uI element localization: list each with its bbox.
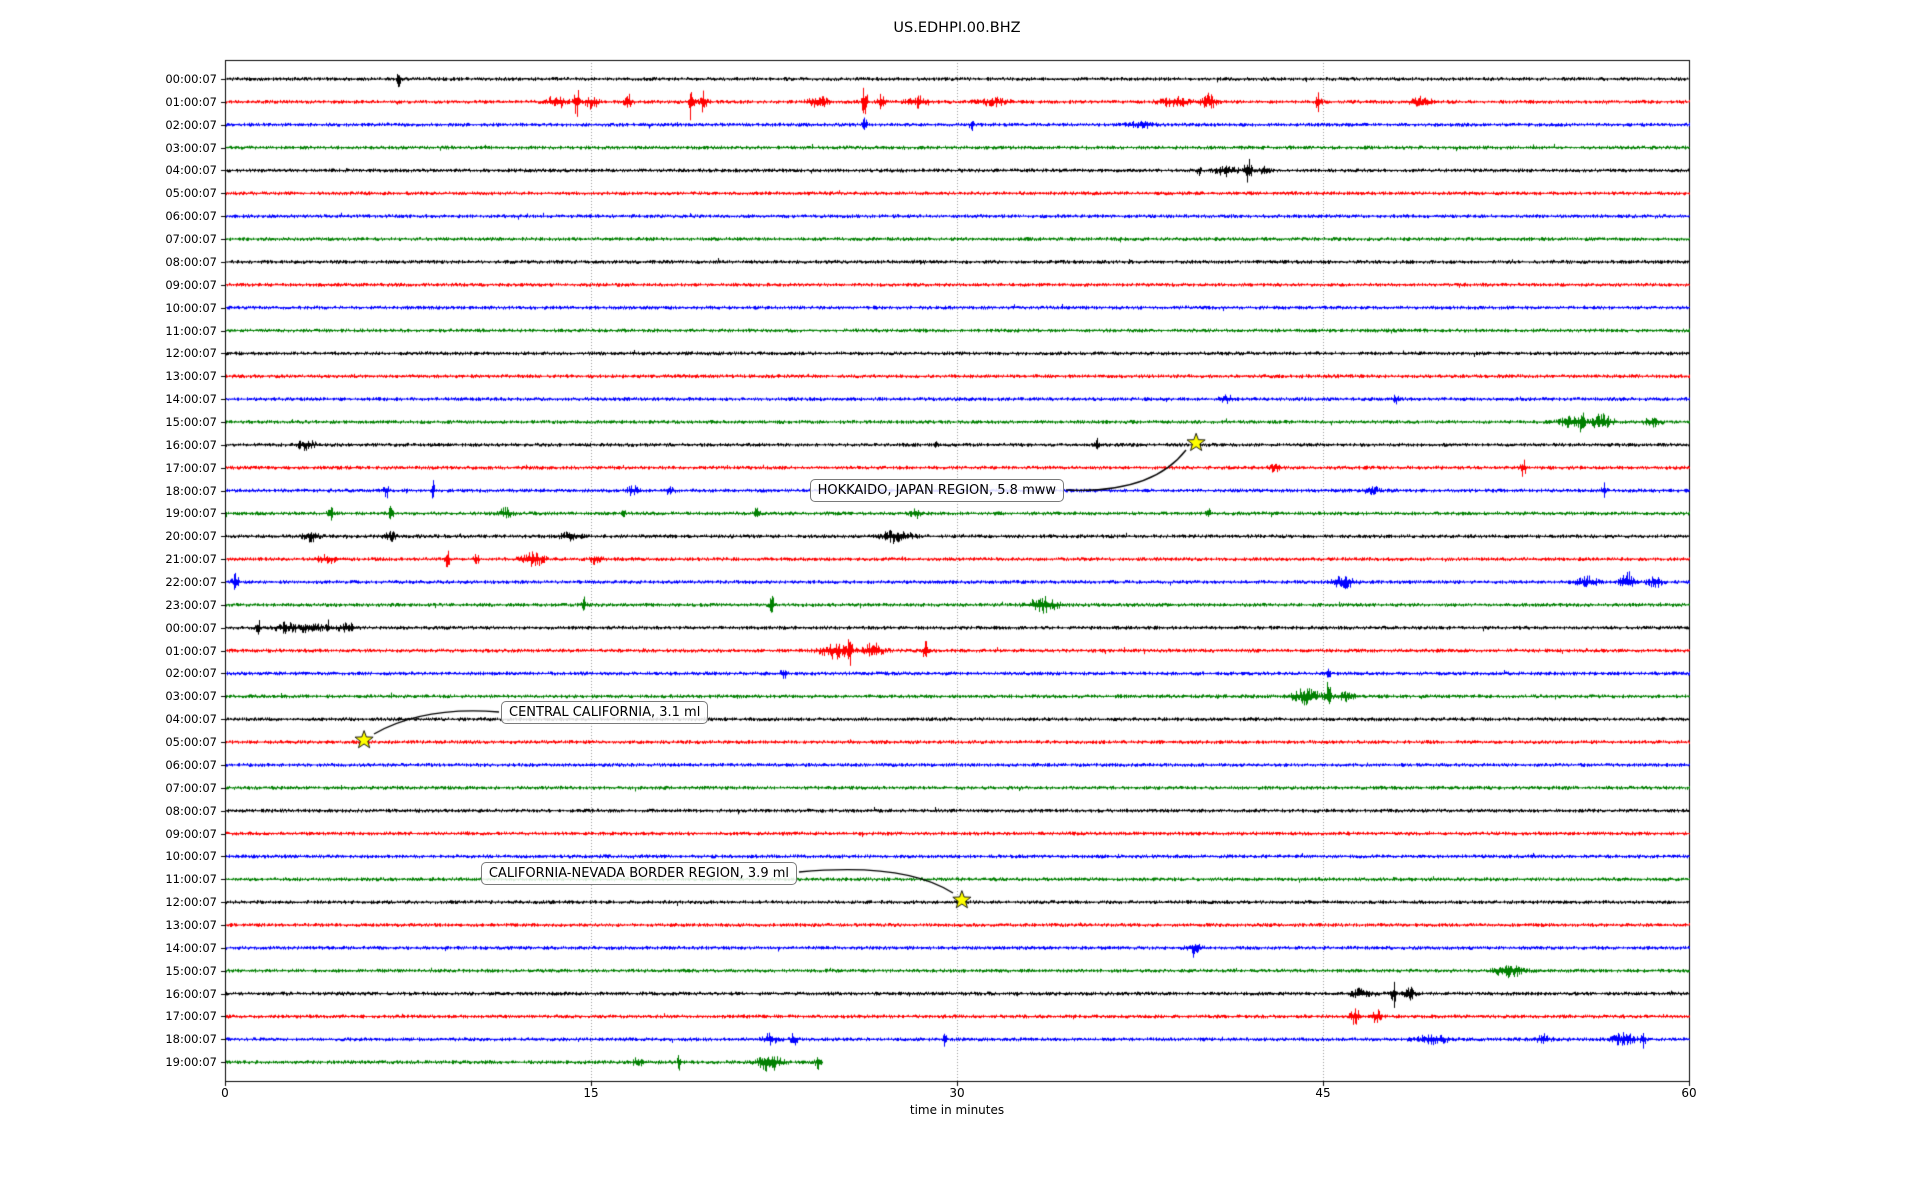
- y-axis-label: 10:00:07: [165, 300, 217, 315]
- y-axis-label: 01:00:07: [165, 94, 217, 109]
- y-axis-label: 17:00:07: [165, 460, 217, 475]
- y-axis-label: 05:00:07: [165, 735, 217, 750]
- y-axis-label: 01:00:07: [165, 643, 217, 658]
- y-axis-label: 15:00:07: [165, 963, 217, 978]
- y-axis-label: 13:00:07: [165, 918, 217, 932]
- y-axis-label: 08:00:07: [165, 803, 217, 818]
- event-annotation-label: HOKKAIDO, JAPAN REGION, 5.8 mww: [809, 479, 1064, 502]
- figure-title: US.EDHPI.00.BHZ: [893, 20, 1021, 36]
- y-axis-label: 05:00:07: [165, 186, 217, 201]
- x-axis-tick-label: 60: [1681, 1086, 1697, 1100]
- y-axis-label: 10:00:07: [165, 849, 217, 864]
- y-axis-label: 19:00:07: [165, 1055, 217, 1070]
- x-axis-title: time in minutes: [909, 1103, 1005, 1117]
- x-axis-tick-label: 30: [949, 1086, 965, 1100]
- y-axis-label: 19:00:07: [165, 506, 217, 521]
- x-axis-tick-label: 15: [583, 1086, 599, 1100]
- y-axis-label: 17:00:07: [165, 1009, 217, 1024]
- y-axis-label: 03:00:07: [165, 140, 217, 155]
- y-axis-label: 08:00:07: [165, 254, 217, 269]
- y-axis-label: 06:00:07: [165, 757, 217, 772]
- y-axis-label: 00:00:07: [165, 72, 217, 86]
- y-axis-label: 21:00:07: [165, 552, 217, 567]
- y-axis-label: 09:00:07: [165, 826, 217, 841]
- y-axis-label: 11:00:07: [165, 323, 217, 338]
- y-axis-label: 18:00:07: [165, 483, 217, 498]
- y-axis-label: 16:00:07: [165, 437, 217, 452]
- y-axis-label: 18:00:07: [165, 1032, 217, 1047]
- y-axis-label: 14:00:07: [165, 392, 217, 407]
- y-axis-label: 15:00:07: [165, 414, 217, 429]
- y-axis-label: 13:00:07: [165, 369, 217, 384]
- y-axis-label: 03:00:07: [165, 689, 217, 704]
- y-axis-label: 16:00:07: [165, 986, 217, 1001]
- x-axis-tick-label: 45: [1315, 1086, 1331, 1100]
- y-axis-label: 07:00:07: [165, 780, 217, 795]
- event-annotation-label: CALIFORNIA-NEVADA BORDER REGION, 3.9 ml: [480, 862, 797, 885]
- y-axis-label: 12:00:07: [165, 346, 217, 361]
- y-axis-label: 02:00:07: [165, 117, 217, 132]
- y-axis-label: 06:00:07: [165, 209, 217, 224]
- y-axis-label: 02:00:07: [165, 666, 217, 681]
- y-axis-label: 20:00:07: [165, 529, 217, 544]
- y-axis-label: 11:00:07: [165, 872, 217, 887]
- y-axis-label: 23:00:07: [165, 597, 217, 612]
- y-axis-label: 22:00:07: [165, 575, 217, 590]
- y-axis-label: 09:00:07: [165, 277, 217, 292]
- y-axis-label: 07:00:07: [165, 232, 217, 247]
- x-axis-tick-label: 0: [221, 1086, 229, 1100]
- event-annotation-label: CENTRAL CALIFORNIA, 3.1 ml: [501, 701, 709, 724]
- y-axis-label: 00:00:07: [165, 620, 217, 635]
- y-axis-label: 12:00:07: [165, 895, 217, 910]
- y-axis-label: 14:00:07: [165, 940, 217, 955]
- y-axis-label: 04:00:07: [165, 712, 217, 727]
- y-axis-label: 04:00:07: [165, 163, 217, 178]
